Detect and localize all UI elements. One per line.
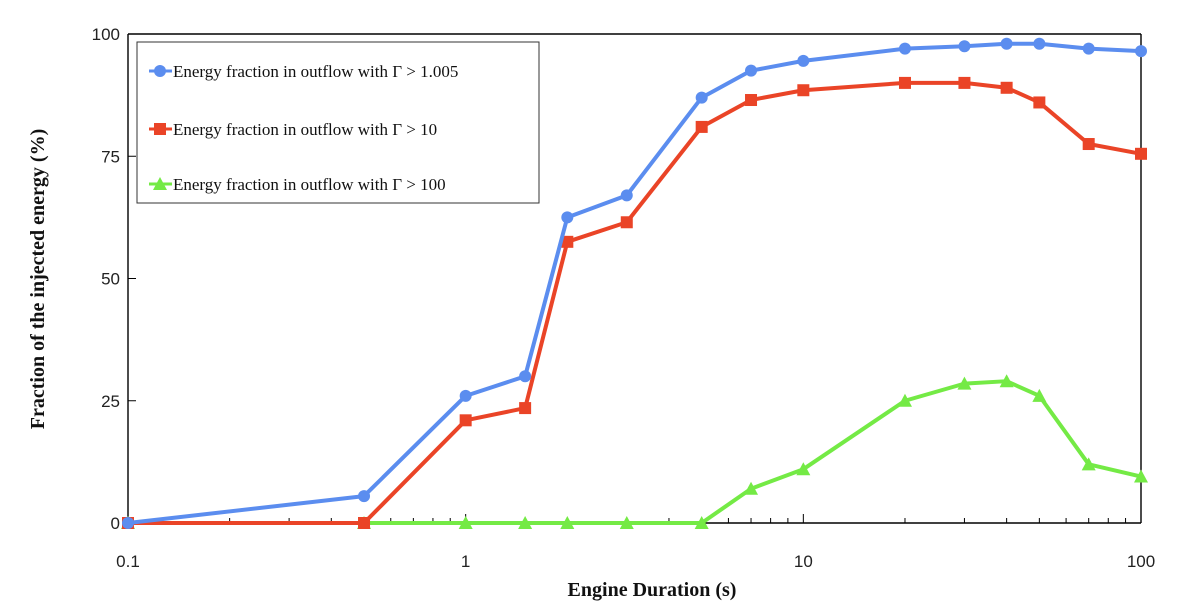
data-point [1082,138,1095,151]
data-point [358,490,371,503]
data-point [561,211,574,224]
data-point [1033,37,1046,50]
legend-marker [154,65,166,77]
y-tick-label: 75 [101,147,120,166]
data-point [745,94,758,107]
data-point [897,393,912,407]
data-point [1032,388,1047,402]
data-point [1081,457,1096,471]
x-axis-title: Engine Duration (s) [568,579,737,601]
y-tick-label: 100 [92,25,120,44]
data-point [898,76,911,89]
data-point [620,216,633,229]
data-point [1135,147,1147,160]
y-axis-title: Fraction of the injected energy (%) [27,129,49,429]
data-point [620,189,633,202]
data-point [695,120,708,133]
data-point [898,42,911,55]
data-point [797,84,810,97]
x-tick-label: 1 [461,552,470,571]
data-point [958,40,971,53]
y-tick-label: 25 [101,392,120,411]
legend-marker [153,177,167,190]
data-point [518,516,533,529]
data-point [1000,81,1013,94]
data-point [999,374,1014,388]
data-point [796,462,811,476]
x-tick-label: 100 [1127,552,1155,571]
data-point [1033,96,1046,109]
data-point [358,517,371,529]
legend-label: Energy fraction in outflow with Γ > 10 [173,120,437,139]
data-point [694,516,709,529]
data-point [1135,45,1147,58]
legend-label: Energy fraction in outflow with Γ > 100 [173,175,446,194]
y-tick-label: 50 [101,270,120,289]
series-1 [122,37,1147,529]
x-tick-label: 10 [794,552,813,571]
data-point [958,76,971,89]
series-line [128,379,1142,525]
data-point [122,517,134,529]
data-point [1082,42,1095,55]
data-point [459,414,472,427]
data-point [957,376,972,390]
data-point [1134,469,1148,483]
x-tick-label: 0.1 [116,552,140,571]
data-point [519,370,532,383]
data-point [458,516,473,529]
data-point [1000,37,1013,50]
data-point [797,54,810,67]
series-2 [122,76,1147,529]
data-point [561,235,574,248]
data-point [560,516,575,529]
data-point [744,481,759,495]
data-point [745,64,758,77]
y-tick-label: 0 [111,514,120,533]
data-point [459,389,472,402]
legend: Energy fraction in outflow with Γ > 1.00… [136,41,540,204]
legend-label: Energy fraction in outflow with Γ > 1.00… [173,62,458,81]
legend-marker [154,123,166,135]
data-point [619,516,634,529]
legend-box [136,41,540,204]
data-point [695,91,708,104]
data-point [519,402,532,415]
series-layer [121,37,1148,529]
